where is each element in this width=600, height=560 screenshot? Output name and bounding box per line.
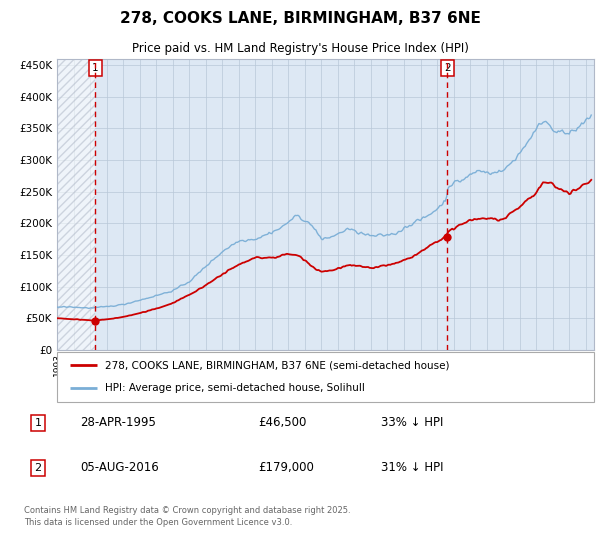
FancyBboxPatch shape xyxy=(57,352,594,402)
Text: 278, COOKS LANE, BIRMINGHAM, B37 6NE (semi-detached house): 278, COOKS LANE, BIRMINGHAM, B37 6NE (se… xyxy=(106,360,450,370)
Text: £179,000: £179,000 xyxy=(259,461,314,474)
Text: 278, COOKS LANE, BIRMINGHAM, B37 6NE: 278, COOKS LANE, BIRMINGHAM, B37 6NE xyxy=(119,11,481,26)
Text: Contains HM Land Registry data © Crown copyright and database right 2025.
This d: Contains HM Land Registry data © Crown c… xyxy=(24,506,350,528)
Text: 28-APR-1995: 28-APR-1995 xyxy=(80,417,155,430)
Text: 1: 1 xyxy=(92,63,98,73)
Text: 2: 2 xyxy=(444,63,451,73)
Text: £46,500: £46,500 xyxy=(259,417,307,430)
Text: 1: 1 xyxy=(34,418,41,428)
Text: HPI: Average price, semi-detached house, Solihull: HPI: Average price, semi-detached house,… xyxy=(106,383,365,393)
Text: 2: 2 xyxy=(34,463,41,473)
Text: Price paid vs. HM Land Registry's House Price Index (HPI): Price paid vs. HM Land Registry's House … xyxy=(131,43,469,55)
Bar xyxy=(57,59,95,350)
Text: 33% ↓ HPI: 33% ↓ HPI xyxy=(381,417,443,430)
Text: 31% ↓ HPI: 31% ↓ HPI xyxy=(381,461,443,474)
Text: 05-AUG-2016: 05-AUG-2016 xyxy=(80,461,158,474)
